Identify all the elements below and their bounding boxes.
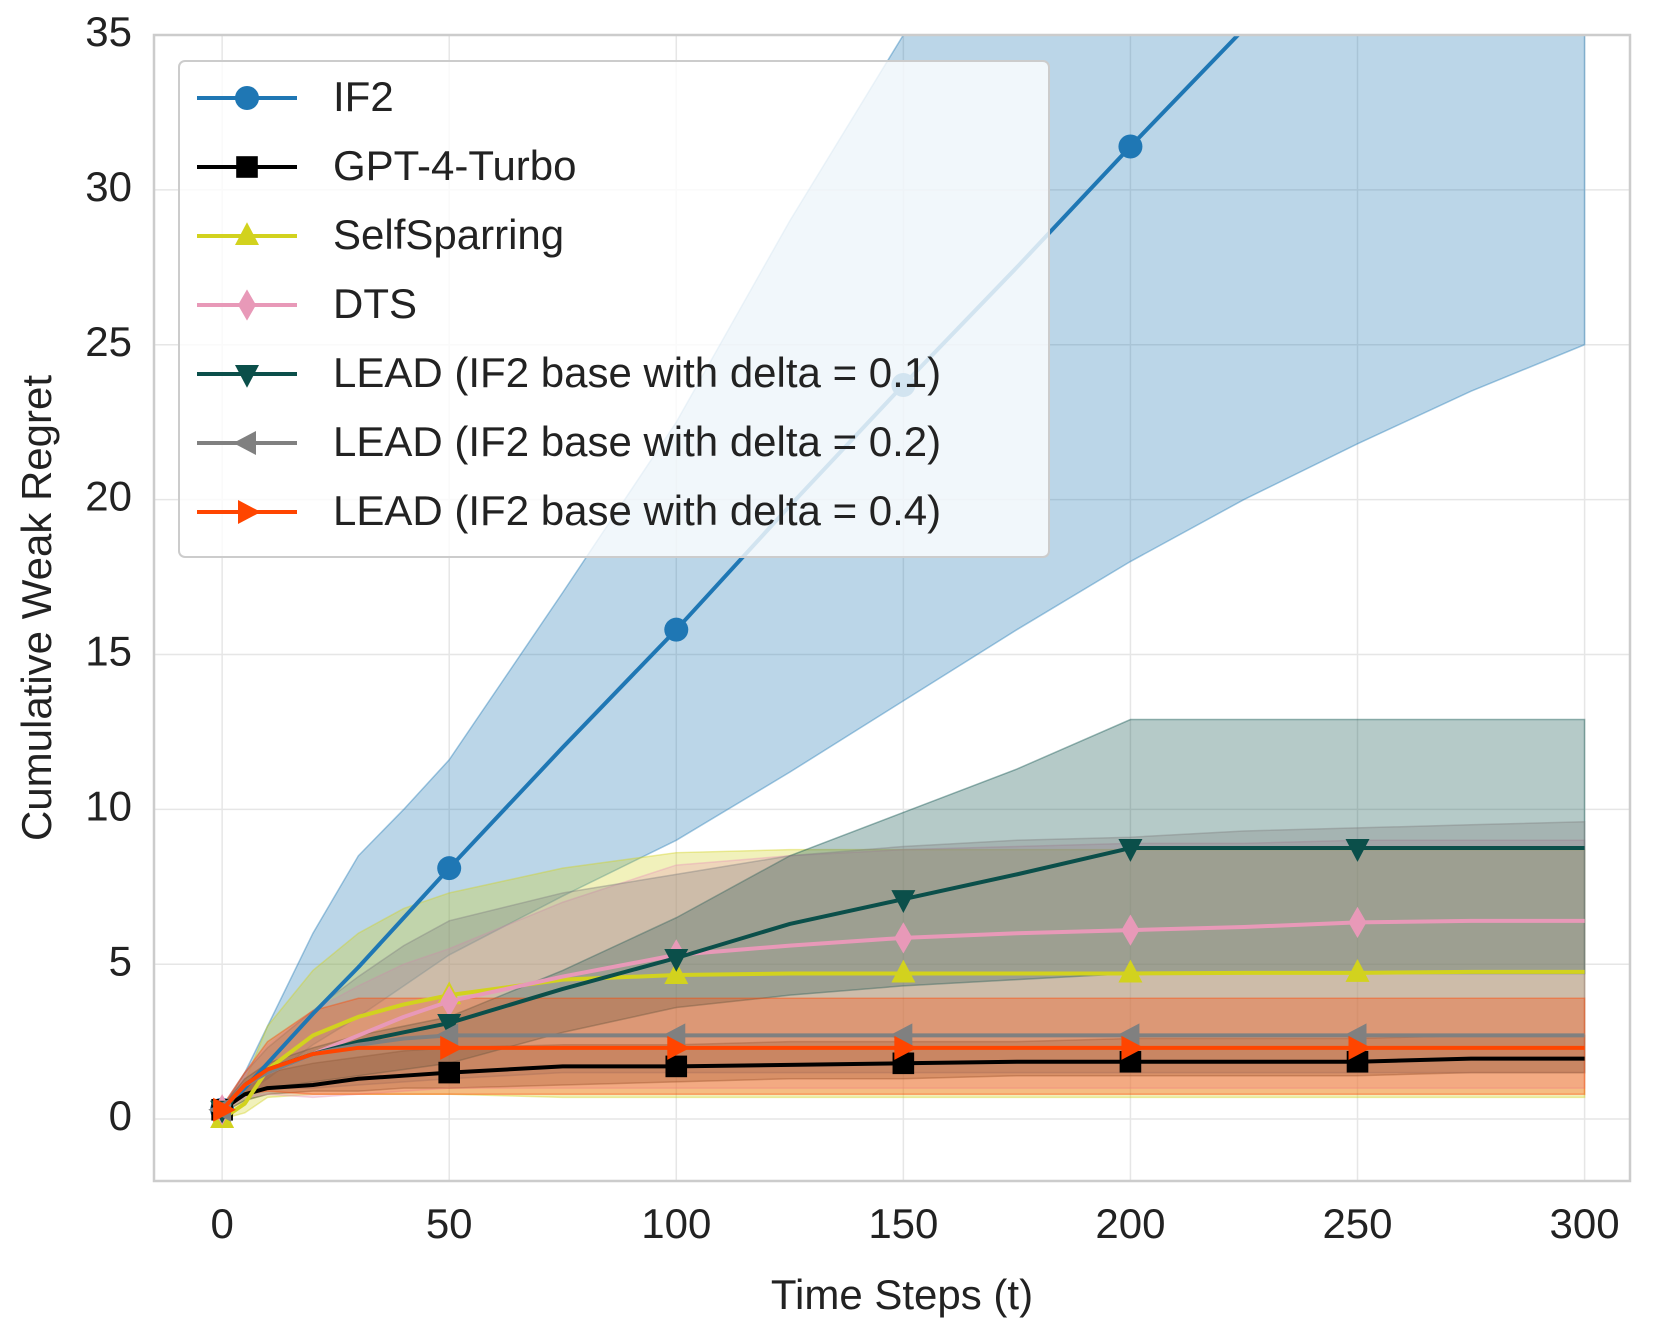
marker bbox=[435, 1023, 459, 1048]
y-tick-label: 25 bbox=[85, 318, 132, 365]
plot-frame bbox=[152, 33, 1632, 1183]
marker bbox=[1345, 839, 1370, 862]
lines bbox=[208, 35, 1585, 1129]
legend-label: IF2 bbox=[333, 73, 394, 120]
x-axis-label: Time Steps (t) bbox=[771, 1271, 1033, 1318]
ticks: 0 5 10 15 20 25 30 35 0 50 100 150 200 250 300 bbox=[85, 8, 1619, 1247]
marker bbox=[894, 1035, 918, 1060]
legend-label: SelfSparring bbox=[333, 211, 564, 258]
marker bbox=[889, 1023, 913, 1048]
x-tick-label: 50 bbox=[426, 1200, 473, 1247]
marker bbox=[238, 289, 256, 321]
legend: IF2 GPT-4-Turbo SelfSparring DTS LEAD (IF2 b… bbox=[178, 60, 1050, 558]
marker bbox=[1348, 1035, 1372, 1060]
confidence-band bbox=[221, 35, 1586, 1111]
marker bbox=[235, 86, 259, 110]
x-tick-label: 250 bbox=[1322, 1200, 1392, 1247]
marker bbox=[1118, 839, 1143, 862]
y-tick-label: 15 bbox=[85, 628, 132, 675]
marker bbox=[235, 365, 259, 388]
x-tick-label: 300 bbox=[1550, 1200, 1620, 1247]
marker bbox=[1121, 914, 1140, 946]
y-tick-label: 5 bbox=[109, 937, 132, 984]
legend-label: LEAD (IF2 base with delta = 0.2) bbox=[333, 418, 941, 465]
marker bbox=[238, 500, 261, 524]
marker bbox=[667, 1035, 691, 1060]
marker bbox=[440, 985, 459, 1017]
marker bbox=[213, 1097, 236, 1122]
y-axis-label: Cumulative Weak Regret bbox=[13, 375, 60, 841]
marker bbox=[1118, 134, 1143, 159]
marker bbox=[236, 156, 258, 178]
legend-label: DTS bbox=[333, 280, 417, 327]
x-tick-label: 100 bbox=[641, 1200, 711, 1247]
marker bbox=[894, 922, 913, 954]
marker bbox=[1118, 959, 1143, 983]
marker bbox=[664, 961, 689, 985]
x-tick-label: 150 bbox=[868, 1200, 938, 1247]
marker bbox=[235, 222, 259, 245]
marker bbox=[1345, 959, 1370, 982]
marker bbox=[440, 1035, 463, 1060]
marker bbox=[438, 1061, 460, 1084]
marker bbox=[437, 1014, 462, 1037]
y-tick-label: 10 bbox=[85, 782, 132, 829]
marker bbox=[1343, 1023, 1367, 1048]
marker bbox=[662, 1023, 686, 1048]
marker bbox=[664, 948, 689, 972]
x-tick-label: 0 bbox=[210, 1200, 233, 1247]
marker bbox=[233, 431, 256, 455]
legend-label: LEAD (IF2 base with delta = 0.4) bbox=[333, 487, 941, 534]
legend-label: LEAD (IF2 base with delta = 0.1) bbox=[333, 349, 941, 396]
marker bbox=[891, 959, 916, 983]
marker bbox=[891, 890, 916, 913]
y-tick-label: 30 bbox=[85, 163, 132, 210]
legend-label: GPT-4-Turbo bbox=[333, 142, 577, 189]
legend-box bbox=[178, 60, 1050, 558]
marker bbox=[1121, 1035, 1145, 1060]
marker bbox=[664, 617, 689, 642]
marker bbox=[665, 1055, 688, 1078]
y-tick-label: 0 bbox=[109, 1092, 132, 1139]
marker bbox=[1116, 1023, 1140, 1048]
y-tick-label: 35 bbox=[85, 8, 132, 55]
y-tick-label: 20 bbox=[85, 473, 132, 520]
marker bbox=[1348, 906, 1367, 938]
x-tick-label: 200 bbox=[1095, 1200, 1165, 1247]
marker bbox=[437, 856, 462, 881]
